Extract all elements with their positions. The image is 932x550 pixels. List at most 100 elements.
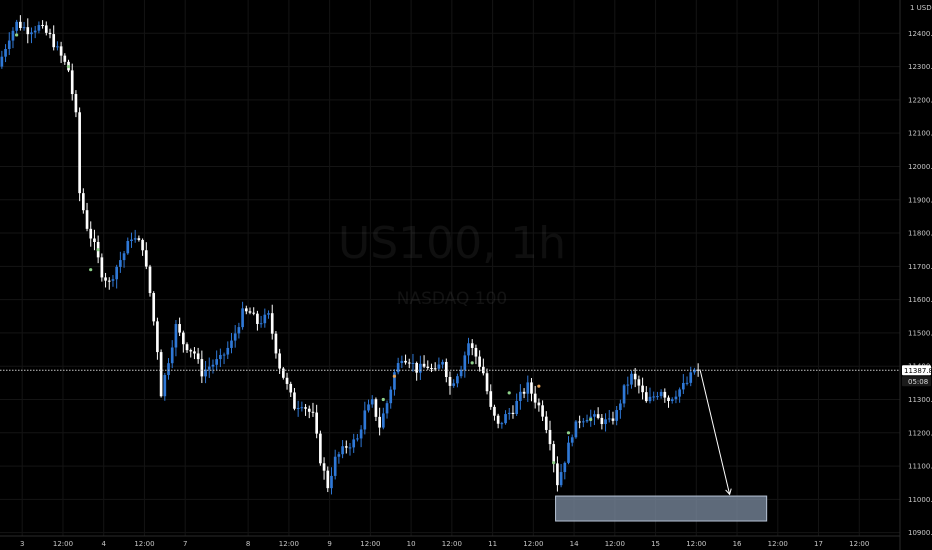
candle-body — [348, 447, 352, 449]
candle-body — [333, 456, 337, 476]
indicator-dot — [589, 417, 593, 422]
candle-body — [4, 48, 7, 57]
candlestick-series — [0, 15, 700, 495]
candle-body — [89, 228, 93, 239]
candle-body — [530, 382, 533, 394]
candle-body — [126, 241, 130, 254]
candle-body — [548, 429, 552, 445]
candle-body — [526, 382, 530, 394]
candle-body — [500, 423, 504, 425]
y-tick-label: 10900.0 — [908, 529, 932, 537]
candle-body — [289, 383, 293, 393]
y-tick-label: 12100.0 — [908, 130, 932, 138]
candle-body — [182, 332, 185, 345]
target-zone-box[interactable] — [555, 495, 768, 522]
candle-body — [615, 410, 618, 421]
price-axis[interactable]: 10900.011000.011100.011200.011300.011400… — [899, 0, 932, 550]
candle-body — [115, 266, 118, 280]
candle-body — [278, 353, 281, 369]
x-tick-label: 12:00 — [442, 540, 462, 548]
candle-body — [582, 421, 585, 423]
indicator-dot — [507, 391, 511, 395]
x-tick-label: 12:00 — [686, 540, 706, 548]
y-tick-label: 11200.0 — [908, 429, 932, 437]
candle-body — [430, 367, 433, 369]
x-tick-label: 3 — [20, 540, 24, 548]
projection-arrow[interactable] — [699, 369, 731, 495]
candle-body — [685, 382, 689, 384]
time-axis[interactable]: 3 12:00 4 12:00 7 8 12:00 9 12:00 10 12:00 11 12:00 1… — [0, 535, 900, 548]
candle-body — [274, 333, 278, 354]
candle-body — [378, 416, 381, 428]
candle-body — [137, 238, 141, 240]
x-tick-label: 12:00 — [768, 540, 788, 548]
candle-body — [222, 354, 226, 356]
candle-body — [337, 454, 341, 457]
candle-body — [663, 391, 667, 398]
candle-body — [389, 389, 393, 404]
candle-body — [11, 30, 15, 41]
candle-body — [44, 25, 48, 33]
indicator-dot — [381, 397, 385, 402]
grid-lines — [0, 0, 900, 536]
x-tick-label: 12:00 — [360, 540, 380, 548]
x-tick-label: 11 — [488, 540, 497, 548]
candle-body — [696, 369, 700, 371]
candle-body — [682, 383, 685, 390]
y-tick-label: 12200.0 — [908, 96, 932, 104]
candle-body — [352, 439, 356, 448]
candle-body — [111, 279, 115, 281]
candle-body — [63, 55, 67, 62]
candle-body — [693, 369, 696, 373]
candle-body — [19, 21, 22, 28]
candle-body — [52, 34, 56, 48]
candle-body — [467, 343, 470, 356]
candle-body — [489, 391, 493, 407]
candle-body — [315, 412, 318, 434]
x-tick-label: 4 — [101, 540, 106, 548]
y-tick-label: 11000.0 — [908, 496, 932, 504]
indicator-dot — [470, 361, 474, 365]
x-tick-label: 12:00 — [134, 540, 154, 548]
candle-body — [400, 360, 404, 364]
candle-body — [426, 366, 430, 368]
candle-body — [596, 414, 600, 418]
candle-body — [633, 373, 637, 380]
candle-body — [493, 406, 496, 416]
candle-body — [330, 475, 333, 489]
candle-body — [285, 377, 289, 384]
x-tick-label: 8 — [246, 540, 250, 548]
candle-body — [70, 70, 74, 95]
candle-body — [15, 21, 18, 31]
candle-body — [326, 470, 330, 489]
candle-body — [674, 396, 678, 400]
candle-body — [163, 375, 167, 397]
projection-arrowhead — [725, 488, 732, 496]
candle-body — [7, 40, 11, 49]
candle-body — [474, 347, 478, 357]
candle-body — [293, 392, 296, 409]
candle-body — [26, 27, 30, 35]
candle-body — [611, 418, 615, 421]
candle-body — [296, 407, 300, 409]
last-price-value: 11387.8 — [904, 367, 932, 375]
candle-body — [604, 419, 607, 425]
candle-body — [419, 363, 422, 373]
candle-body — [341, 446, 344, 455]
candle-body — [393, 372, 396, 390]
candle-body — [567, 442, 570, 463]
candle-body — [667, 397, 670, 401]
candle-body — [48, 32, 52, 35]
candle-body — [411, 362, 415, 364]
bar-countdown-value: 05:08 — [908, 378, 928, 386]
candle-body — [56, 46, 59, 48]
candle-body — [185, 344, 189, 351]
candle-body — [433, 368, 437, 370]
y-tick-label: 11300.0 — [908, 396, 932, 404]
candle-body — [641, 385, 644, 393]
candle-body — [559, 472, 563, 486]
candle-body — [263, 314, 267, 324]
candle-body — [196, 353, 200, 360]
candle-body — [167, 363, 170, 376]
